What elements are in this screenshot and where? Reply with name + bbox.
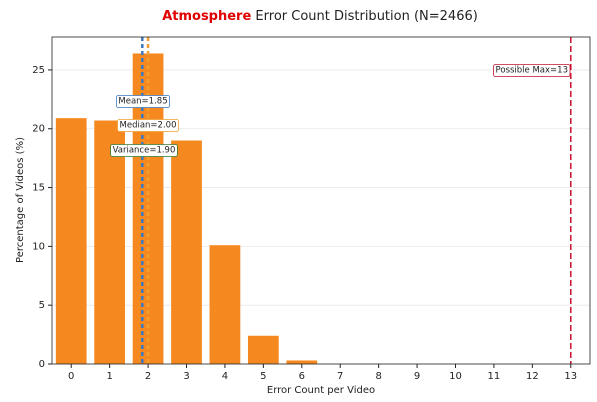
annotation: Possible Max=13 bbox=[496, 66, 568, 76]
bar bbox=[55, 118, 87, 365]
x-tick-label: 5 bbox=[260, 371, 266, 382]
x-tick-label: 3 bbox=[183, 371, 189, 382]
chart-title: Atmosphere Error Count Distribution (N=2… bbox=[162, 9, 478, 24]
x-tick-label: 2 bbox=[145, 371, 151, 382]
annotation: Median=2.00 bbox=[120, 121, 177, 131]
y-tick-label: 25 bbox=[32, 65, 45, 76]
x-tick-label: 13 bbox=[564, 371, 577, 382]
bar bbox=[286, 360, 318, 364]
bar bbox=[94, 120, 126, 364]
y-tick-label: 0 bbox=[39, 359, 45, 370]
y-tick-label: 5 bbox=[39, 300, 45, 311]
y-tick-label: 15 bbox=[32, 183, 45, 194]
y-tick-label: 20 bbox=[32, 124, 45, 135]
annotation-box bbox=[117, 119, 179, 132]
bar bbox=[171, 140, 202, 364]
x-tick-label: 10 bbox=[449, 371, 462, 382]
x-tick-label: 1 bbox=[106, 371, 112, 382]
x-tick-label: 12 bbox=[526, 371, 539, 382]
bar bbox=[209, 245, 241, 364]
annotation-box bbox=[110, 144, 178, 157]
x-tick-label: 7 bbox=[337, 371, 343, 382]
x-tick-label: 11 bbox=[488, 371, 501, 382]
y-tick-label: 10 bbox=[32, 241, 45, 252]
x-tick-label: 4 bbox=[222, 371, 228, 382]
bar bbox=[247, 335, 279, 364]
annotation: Mean=1.85 bbox=[118, 97, 167, 107]
annotation-box bbox=[493, 64, 571, 77]
x-tick-label: 0 bbox=[68, 371, 74, 382]
title-highlight: Atmosphere bbox=[162, 9, 251, 24]
x-tick-label: 9 bbox=[414, 371, 420, 382]
title-rest: Error Count Distribution (N=2466) bbox=[251, 9, 478, 24]
x-tick-label: 6 bbox=[299, 371, 305, 382]
plot-frame bbox=[51, 36, 591, 365]
y-axis-label: Percentage of Videos (%) bbox=[15, 137, 26, 263]
annotation-box bbox=[115, 95, 171, 108]
annotation: Variance=1.90 bbox=[113, 146, 176, 156]
x-axis-label: Error Count per Video bbox=[267, 385, 375, 396]
x-tick-label: 8 bbox=[375, 371, 381, 382]
